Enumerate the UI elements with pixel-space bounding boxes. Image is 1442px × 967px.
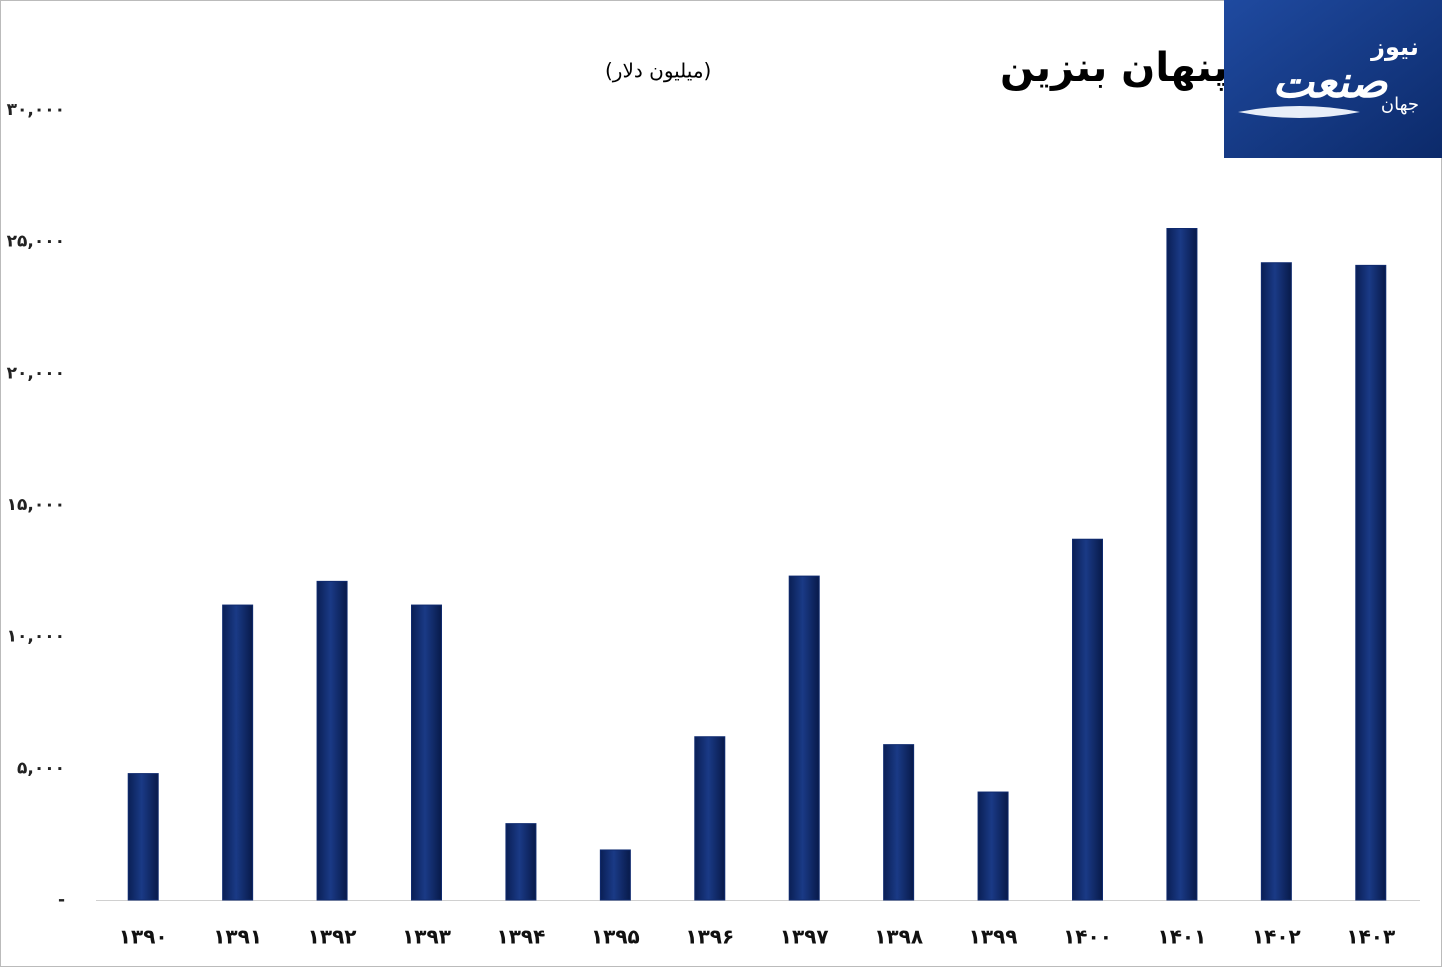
- bar: [127, 773, 159, 901]
- x-tick-label: ۱۴۰۱: [1158, 925, 1207, 949]
- bar: [788, 575, 820, 901]
- bar: [977, 791, 1009, 901]
- logo-top: نیوز: [1370, 33, 1419, 61]
- x-tick-label: ۱۳۹۵: [591, 925, 640, 949]
- y-tick-label: ۱۰,۰۰۰: [7, 627, 65, 647]
- x-tick-label: ۱۳۹۲: [308, 925, 357, 949]
- x-tick-label: ۱۳۹۹: [969, 925, 1018, 949]
- bar: [694, 736, 726, 901]
- x-tick-label: ۱۳۹۴: [497, 925, 546, 949]
- logo-side: جهان: [1381, 94, 1419, 115]
- bar: [222, 604, 254, 901]
- x-tick-label: ۱۳۹۱: [213, 925, 262, 949]
- logo: صنعت نیوز جهان: [1224, 0, 1442, 158]
- bar: [599, 849, 631, 901]
- x-tick-label: ۱۴۰۰: [1063, 925, 1112, 949]
- x-tick-label: ۱۳۹۷: [780, 925, 829, 949]
- y-tick-label: ۲۵,۰۰۰: [7, 232, 65, 252]
- x-tick-label: ۱۳۹۰: [119, 925, 168, 949]
- bar: [1260, 262, 1292, 901]
- y-tick-label: ۱۵,۰۰۰: [7, 495, 65, 515]
- bar: [505, 823, 537, 901]
- logo-swoosh: [1238, 106, 1360, 118]
- logo-main: صنعت: [1272, 57, 1389, 108]
- bar: [1072, 538, 1103, 901]
- y-tick-label: ۵,۰۰۰: [17, 758, 65, 778]
- x-tick-label: ۱۳۹۸: [874, 925, 923, 949]
- bar: [883, 744, 915, 901]
- bar: [316, 580, 348, 901]
- bar: [1355, 264, 1387, 901]
- logo-box: [1224, 0, 1442, 158]
- x-tick-label: ۱۴۰۳: [1346, 925, 1395, 949]
- y-tick-label: -: [58, 890, 65, 910]
- bar: [411, 604, 442, 901]
- y-tick-label: ۲۰,۰۰۰: [7, 363, 65, 383]
- x-tick-label: ۱۳۹۶: [685, 925, 734, 949]
- bar: [1166, 228, 1198, 901]
- chart-subtitle: (میلیون دلار): [605, 59, 711, 83]
- y-tick-label: ۳۰,۰۰۰: [7, 100, 65, 120]
- x-tick-label: ۱۳۹۳: [402, 925, 451, 949]
- x-tick-label: ۱۴۰۲: [1252, 925, 1301, 949]
